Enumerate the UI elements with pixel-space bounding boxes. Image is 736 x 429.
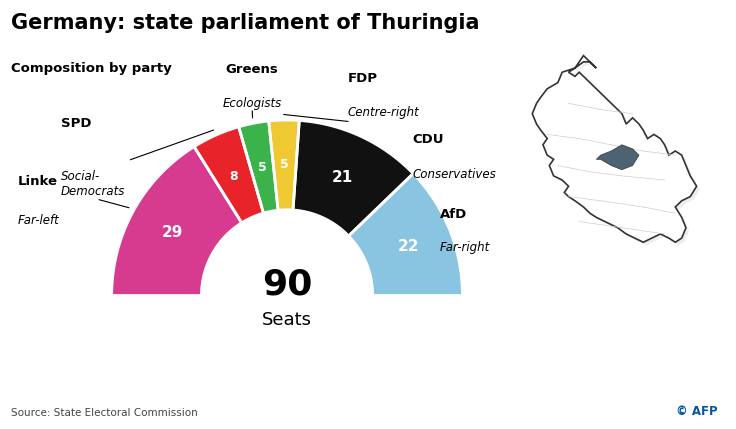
Text: Greens: Greens <box>226 63 279 76</box>
Text: CDU: CDU <box>412 133 444 146</box>
Polygon shape <box>195 128 263 222</box>
Text: © AFP: © AFP <box>676 405 718 418</box>
Text: Ecologists: Ecologists <box>222 97 282 110</box>
Text: 90: 90 <box>262 268 312 302</box>
Text: 29: 29 <box>162 225 183 240</box>
Text: FDP: FDP <box>348 72 378 85</box>
Text: Far-right: Far-right <box>440 242 490 254</box>
Text: SPD: SPD <box>61 117 91 130</box>
Text: Linke: Linke <box>18 175 57 187</box>
Text: 22: 22 <box>397 239 419 254</box>
Text: 21: 21 <box>331 169 353 184</box>
Polygon shape <box>596 145 639 170</box>
Polygon shape <box>269 121 299 209</box>
Text: Seats: Seats <box>262 311 312 329</box>
Text: Source: State Electoral Commission: Source: State Electoral Commission <box>11 408 198 418</box>
Polygon shape <box>532 56 696 242</box>
Polygon shape <box>293 122 412 235</box>
Polygon shape <box>536 59 700 245</box>
Polygon shape <box>113 148 241 296</box>
Text: 5: 5 <box>280 158 289 172</box>
Text: Social-
Democrats: Social- Democrats <box>61 170 125 198</box>
Text: 5: 5 <box>258 161 266 174</box>
Text: Centre-right: Centre-right <box>348 106 420 119</box>
Polygon shape <box>350 175 461 296</box>
Text: Conservatives: Conservatives <box>412 169 496 181</box>
Text: 8: 8 <box>230 170 238 183</box>
Polygon shape <box>239 122 278 212</box>
Text: Far-left: Far-left <box>18 214 59 227</box>
Text: Composition by party: Composition by party <box>11 62 171 75</box>
Text: AfD: AfD <box>440 208 467 221</box>
Text: Germany: state parliament of Thuringia: Germany: state parliament of Thuringia <box>11 13 480 33</box>
